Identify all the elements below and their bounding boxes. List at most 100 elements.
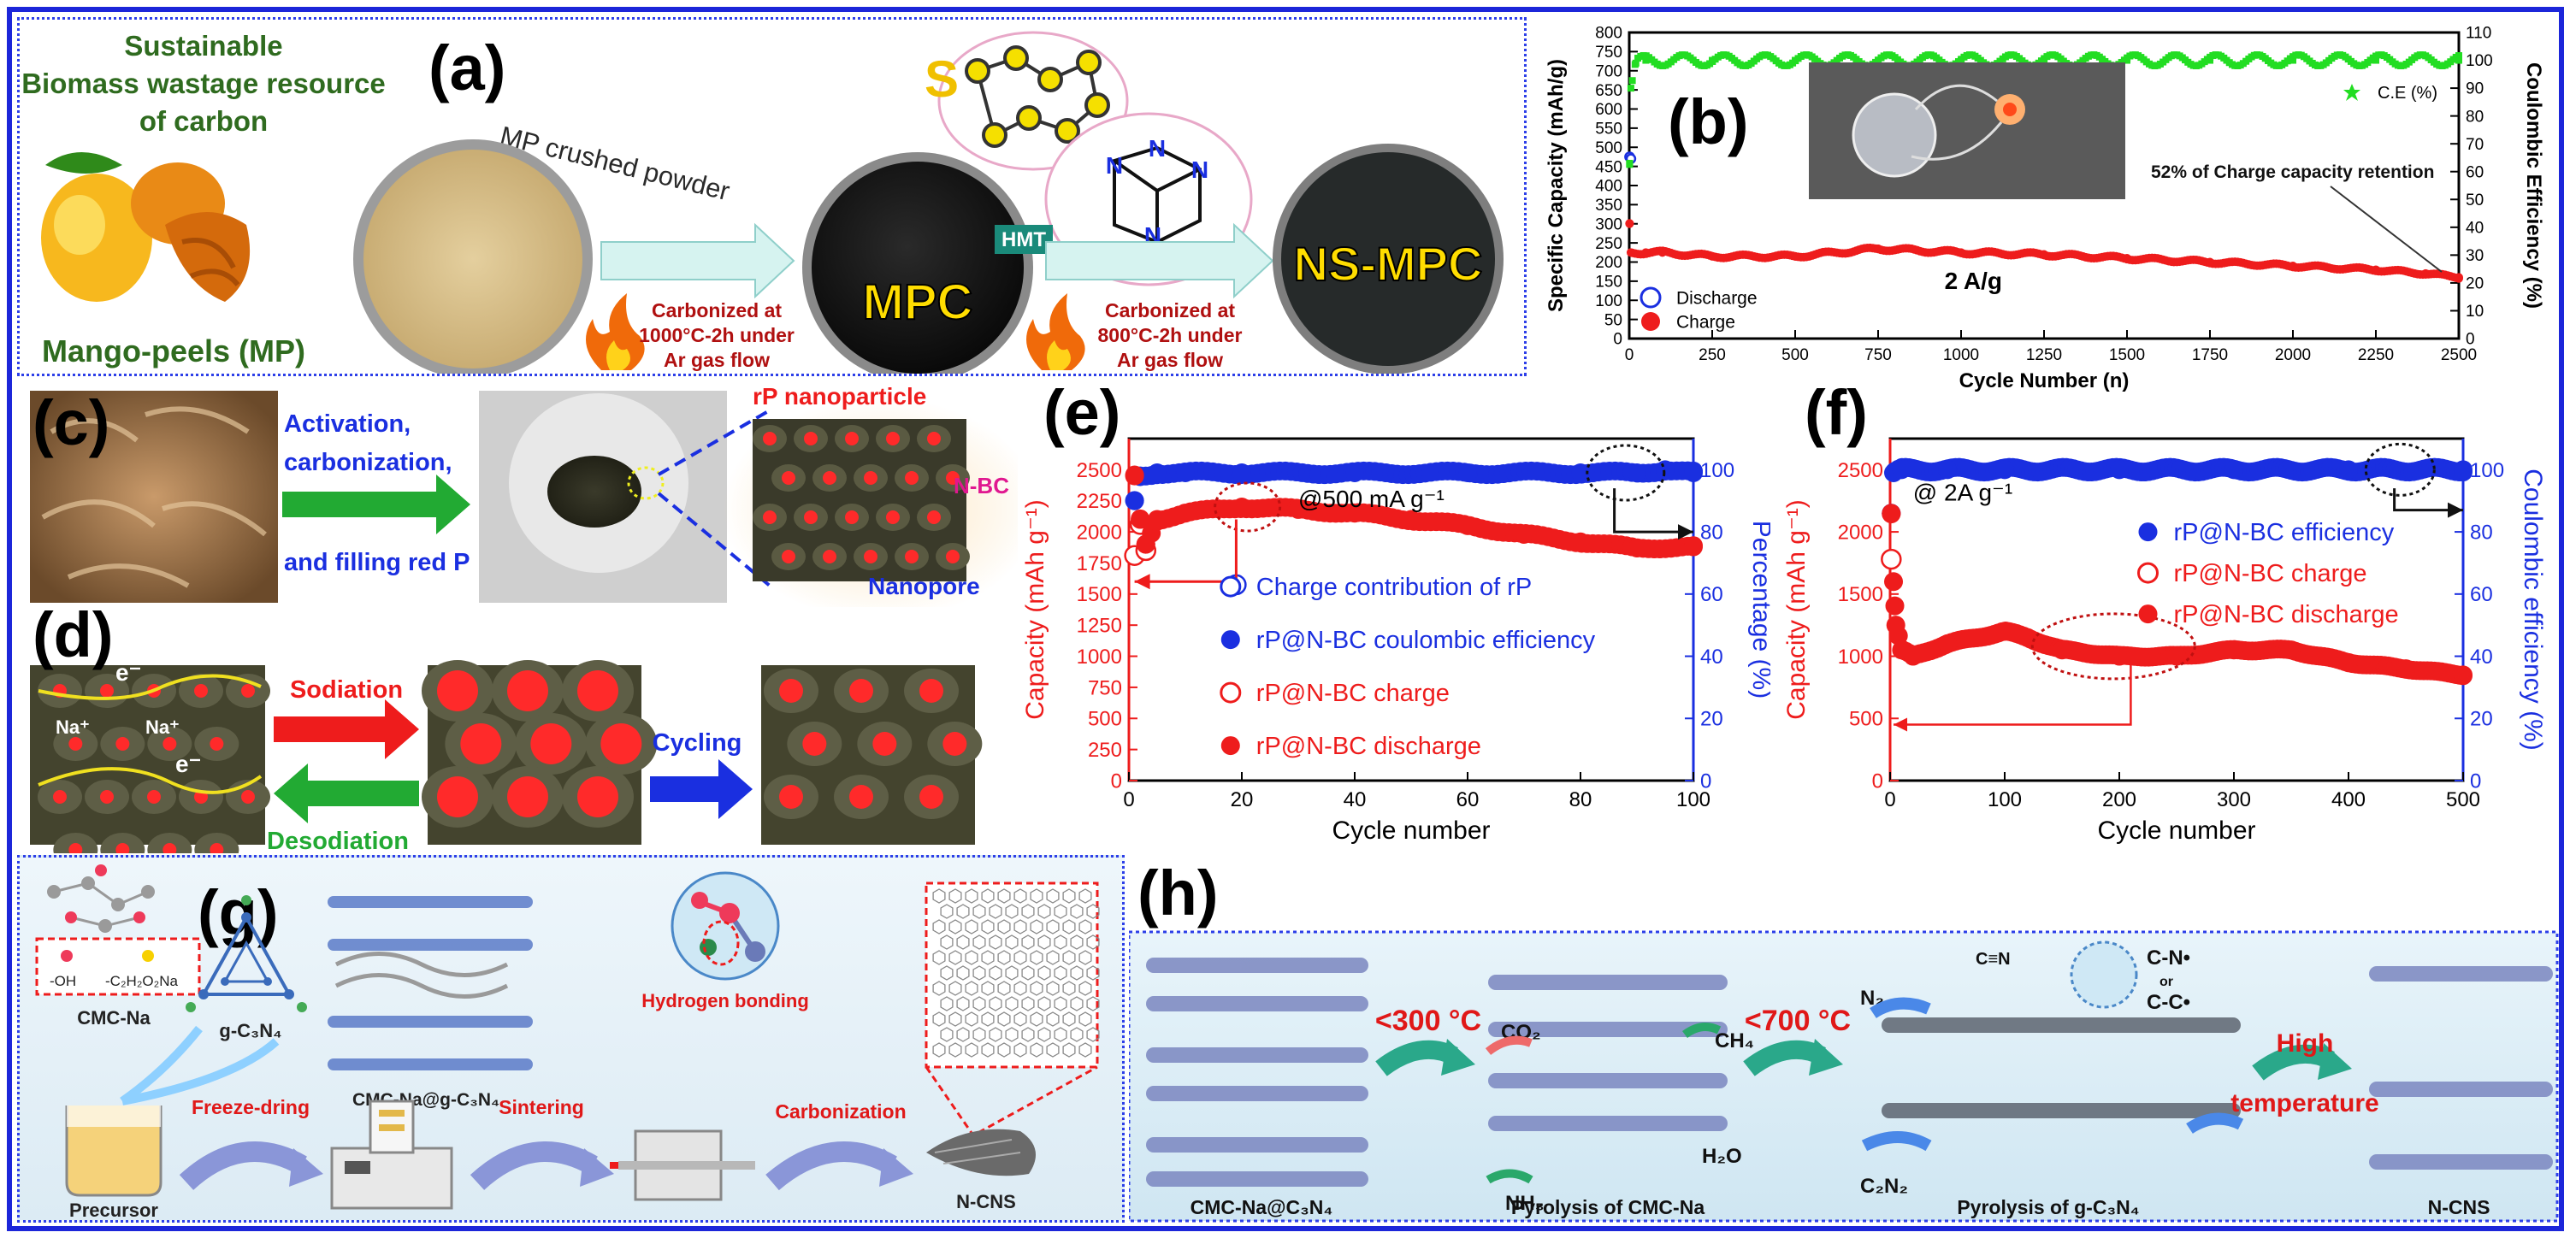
chart-f: 0 100 200 300 400 500050010001500200025000204… <box>1782 383 2547 845</box>
charge-pointer-head <box>1134 574 1150 590</box>
x-tick-label: 500 <box>1781 346 1809 364</box>
particle <box>115 737 130 751</box>
legend-label: rP@N-BC charge <box>1256 680 1450 707</box>
hbond-label: Hydrogen bonding <box>641 990 809 1011</box>
ch4-flow <box>1682 1023 1722 1039</box>
data-point <box>1628 463 1646 482</box>
zoom-line-top <box>658 409 771 476</box>
hex-cell <box>1070 904 1084 919</box>
y-tick-label: 2000 <box>1077 521 1122 544</box>
hex-cell <box>1070 934 1084 950</box>
y-tick-label: 750 <box>1088 676 1122 699</box>
hex-cell <box>997 950 1011 965</box>
panel-c-drawing: (c) Activation, carbonization, and filli… <box>30 383 1018 607</box>
data-point <box>1176 504 1195 523</box>
hex-cell <box>1013 1042 1027 1058</box>
rate-annotation: @500 mA g⁻¹ <box>1298 486 1445 512</box>
particle <box>507 776 548 817</box>
sodiated-particles <box>422 660 658 828</box>
x-tick-label: 500 <box>2446 788 2480 811</box>
sulfur-label: S <box>925 50 959 108</box>
rate-annotation: 2 A/g <box>1945 268 2002 294</box>
x-tick-label: 20 <box>1231 788 1254 811</box>
y2-axis-title: Percentage (%) <box>1747 521 1770 699</box>
legend-marker <box>1220 630 1240 650</box>
panel-c: (c) Activation, carbonization, and filli… <box>17 380 1018 607</box>
y2-axis-title: Coulombic Efficiency (%) <box>2522 62 2545 309</box>
panel-c-step-2: carbonization, <box>284 449 452 476</box>
panel-c-arrow <box>282 475 470 534</box>
data-point <box>2396 659 2415 679</box>
particle <box>241 684 255 698</box>
coin-cell <box>1852 92 1937 178</box>
rp-dot <box>864 471 877 485</box>
particle <box>849 785 873 809</box>
hex-cell <box>965 1042 978 1058</box>
particle <box>100 790 114 804</box>
data-point <box>1938 634 1957 653</box>
data-point <box>2224 640 2243 660</box>
cn-triple: C≡N <box>1976 950 2011 969</box>
step1-line-1: Carbonized at <box>652 299 782 321</box>
temp-3-line-1: High <box>2277 1029 2334 1058</box>
hex-cell <box>956 965 970 981</box>
panel-e: 0 20 40 60 80 100 0 250 500 750 1000 1250 1500 1750 20… <box>1018 383 1770 849</box>
data-point <box>2167 646 2186 666</box>
freeze-arrow <box>179 1141 307 1190</box>
data-point <box>2454 460 2473 480</box>
data-point <box>1875 56 1882 64</box>
hex-cell <box>981 888 995 904</box>
hmt-structure <box>1113 145 1202 245</box>
exit-flow <box>2186 1112 2244 1134</box>
gcn-sheet <box>328 896 533 908</box>
panel-b: 0 250 500 750 1000 1250 1500 1750 2000 2250 2500 0 5… <box>1535 15 2561 392</box>
temp-2: <700 °C <box>1745 1005 1851 1037</box>
rp-dot <box>804 510 818 524</box>
hex-cell <box>981 919 995 934</box>
data-point <box>1938 460 1957 480</box>
particle <box>577 776 618 817</box>
panel-h-layers <box>1146 958 2553 1187</box>
x-axis-title: Cycle number <box>1332 817 1490 845</box>
temp-1: <300 °C <box>1375 1005 1481 1037</box>
legend-item: rP@N-BC coulombic efficiency <box>1220 627 1596 654</box>
panel-f: 0 100 200 300 400 500 0 500 1000 1500 2000 2500 0 20 4… <box>1779 383 2561 849</box>
data-point <box>1709 56 1716 64</box>
hex-cell <box>1037 965 1051 981</box>
discharge-pointer-head <box>1894 717 1908 732</box>
hex-cell <box>997 888 1011 904</box>
cycling-label: Cycling <box>653 729 742 757</box>
data-point <box>2289 56 2296 64</box>
arrow-2 <box>1045 222 1274 299</box>
gas-h2o: H₂O <box>1702 1145 1742 1168</box>
hex-cell <box>1078 888 1092 904</box>
figure-frame <box>7 7 2564 1231</box>
freeze-label: Freeze-dring <box>192 1096 310 1118</box>
data-point <box>2110 646 2129 666</box>
hex-cell <box>1037 934 1051 950</box>
hex-cell <box>981 1042 995 1058</box>
hex-cell <box>1046 950 1060 965</box>
electron-label-2: e⁻ <box>175 751 201 777</box>
y2-tick-label: 60 <box>1700 583 1723 606</box>
h-label-1: CMC-Na@C₃N₄ <box>1191 1196 1333 1218</box>
hex-cell <box>1078 950 1092 965</box>
data-point <box>1995 460 2014 480</box>
y-tick-label: 1000 <box>1838 646 1883 669</box>
legend-item: rP@N-BC efficiency <box>2138 519 2395 546</box>
particle <box>210 843 224 853</box>
panel-c-step-1: Activation, <box>284 410 411 438</box>
data-point <box>2018 628 2037 647</box>
ncns-flake-texture <box>934 1139 1021 1164</box>
hex-cell <box>997 981 1011 996</box>
y-tick-label: 400 <box>1595 178 1622 196</box>
data-point <box>1136 534 1155 554</box>
x-tick-label: 200 <box>2102 788 2136 811</box>
hex-cell <box>956 904 970 919</box>
particle <box>241 790 255 804</box>
particle <box>53 790 67 804</box>
na-ion-label-2: Na⁺ <box>145 716 180 738</box>
h-sheet <box>1488 1022 1728 1037</box>
sintering-label: Sintering <box>499 1096 584 1118</box>
hex-cell <box>948 1042 962 1058</box>
